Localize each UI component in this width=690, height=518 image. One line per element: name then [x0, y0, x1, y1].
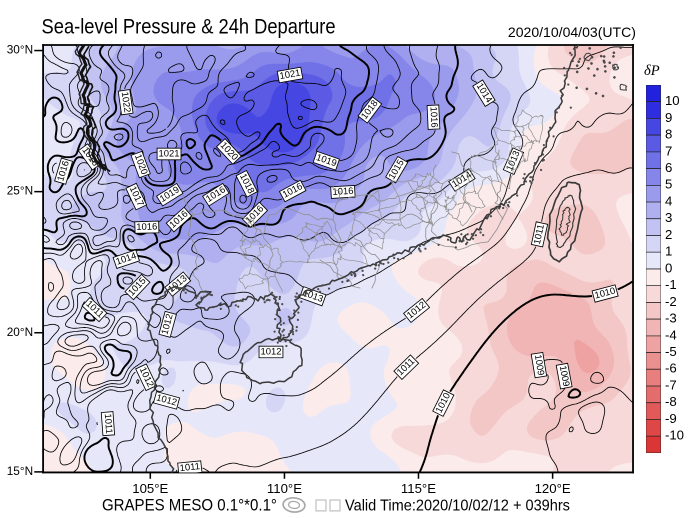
svg-text:1011: 1011 [179, 461, 200, 474]
svg-text:1009: 1009 [532, 354, 546, 377]
svg-text:-8: -8 [665, 394, 677, 409]
svg-text:-1: -1 [665, 277, 677, 292]
svg-text:8: 8 [665, 127, 672, 142]
svg-text:1016: 1016 [428, 106, 440, 127]
svg-text:3: 3 [665, 210, 672, 225]
svg-text:1012: 1012 [160, 313, 176, 336]
svg-text:1016: 1016 [332, 186, 354, 198]
svg-text:115°E: 115°E [401, 481, 436, 496]
svg-text:105°E: 105°E [132, 481, 168, 496]
svg-text:1011: 1011 [532, 223, 547, 245]
svg-text:30°N: 30°N [7, 43, 33, 57]
svg-text:20°N: 20°N [7, 325, 33, 339]
svg-text:10: 10 [665, 93, 680, 108]
svg-text:9: 9 [665, 110, 672, 125]
svg-text:6: 6 [665, 160, 672, 175]
svg-text:1010: 1010 [594, 286, 617, 302]
svg-text:7: 7 [665, 143, 672, 158]
svg-text:15°N: 15°N [7, 464, 33, 478]
svg-text:4: 4 [665, 194, 672, 209]
svg-text:2: 2 [665, 227, 672, 242]
svg-text:-2: -2 [665, 294, 677, 309]
svg-text:1021: 1021 [279, 68, 302, 82]
svg-text:2020/10/04/03(UTC): 2020/10/04/03(UTC) [508, 24, 636, 40]
svg-text:δP: δP [644, 63, 660, 79]
svg-text:5: 5 [665, 177, 672, 192]
svg-text:1009: 1009 [557, 365, 572, 388]
svg-text:Valid Time:2020/10/02/12 + 039: Valid Time:2020/10/02/12 + 039hrs [345, 498, 570, 515]
svg-text:25°N: 25°N [7, 184, 33, 198]
svg-text:1: 1 [665, 244, 672, 259]
svg-text:120°E: 120°E [535, 481, 571, 496]
svg-text:GRAPES MESO 0.1°*0.1°: GRAPES MESO 0.1°*0.1° [102, 496, 277, 515]
svg-text:1022: 1022 [119, 91, 133, 113]
svg-text:110°E: 110°E [267, 481, 302, 496]
svg-text:1016: 1016 [136, 221, 157, 233]
svg-text:Sea-level Pressure & 24h Depar: Sea-level Pressure & 24h Departure [42, 15, 336, 38]
svg-text:1021: 1021 [159, 148, 180, 159]
svg-text:1012: 1012 [260, 346, 281, 357]
svg-text:-4: -4 [665, 327, 677, 342]
svg-text:0: 0 [665, 260, 672, 275]
svg-text:-3: -3 [665, 311, 677, 326]
svg-text:-7: -7 [665, 377, 677, 392]
svg-text:-6: -6 [665, 361, 677, 376]
svg-text:1012: 1012 [155, 392, 178, 408]
svg-text:-5: -5 [665, 344, 677, 359]
svg-text:-10: -10 [665, 428, 684, 443]
svg-text:1011: 1011 [102, 413, 114, 434]
svg-text:-9: -9 [665, 411, 677, 426]
